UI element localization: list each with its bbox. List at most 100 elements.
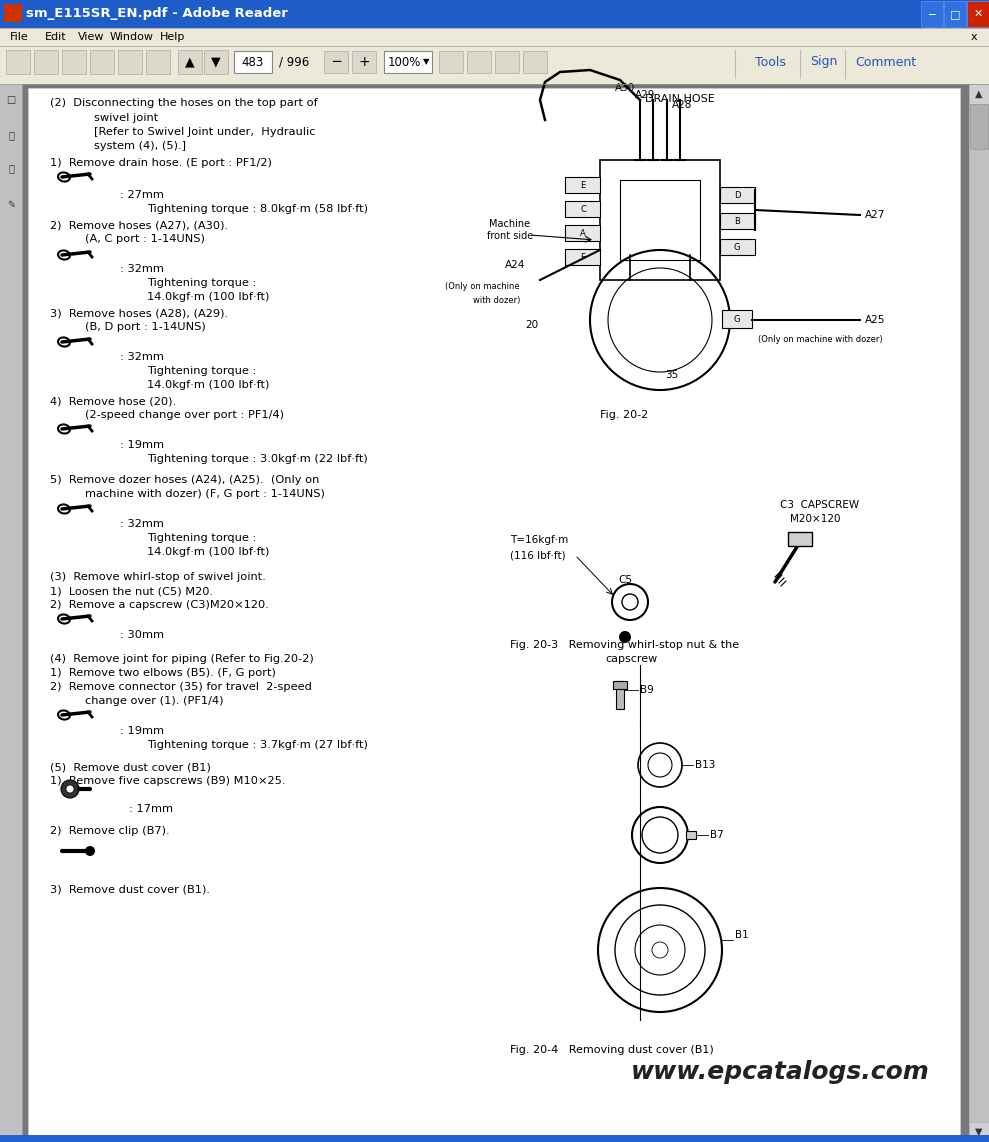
Text: 1)  Remove two elbows (B5). (F, G port): 1) Remove two elbows (B5). (F, G port) [50,668,276,678]
Text: / 996: / 996 [279,56,310,69]
Bar [970,104,988,148]
Text: A24: A24 [504,260,525,270]
Text: □: □ [6,95,16,105]
Bar [921,1,943,27]
Text: ▲: ▲ [185,56,195,69]
Text: www.epcatalogs.com: www.epcatalogs.com [631,1060,930,1084]
Bar [146,50,170,74]
Text: 20: 20 [525,320,538,330]
Text: T=16kgf·m: T=16kgf·m [510,534,569,545]
Bar [118,50,142,74]
Bar [616,681,624,709]
Text: 1)  Loosen the nut (C5) M20.: 1) Loosen the nut (C5) M20. [50,586,213,596]
Bar [6,50,30,74]
Bar [0,0,989,29]
Text: Tightening torque : 8.0kgf·m (58 lbf·ft): Tightening torque : 8.0kgf·m (58 lbf·ft) [146,204,368,214]
Bar [788,532,812,546]
Text: 14.0kgf·m (100 lbf·ft): 14.0kgf·m (100 lbf·ft) [146,380,269,391]
Bar [0,29,989,46]
Bar [565,249,600,265]
Text: C3  CAPSCREW: C3 CAPSCREW [780,500,859,510]
Text: : 19mm: : 19mm [121,440,164,450]
Text: □: □ [949,9,960,19]
Text: A29: A29 [635,90,655,100]
Text: (2)  Disconnecting the hoses on the top part of: (2) Disconnecting the hoses on the top p… [50,98,317,108]
Text: 2)  Remove connector (35) for travel  2-speed: 2) Remove connector (35) for travel 2-sp… [50,682,312,692]
Bar [90,50,114,74]
Text: F: F [581,252,585,262]
Text: 100%: 100% [388,56,420,69]
Bar [34,50,58,74]
Text: A27: A27 [865,210,885,220]
Text: ▼: ▼ [975,1127,983,1137]
Text: B9: B9 [640,685,654,695]
Text: Tightening torque :: Tightening torque : [146,278,256,288]
Bar [969,85,989,104]
Text: (116 lbf·ft): (116 lbf·ft) [510,550,566,560]
Text: B: B [734,217,740,225]
Text: C5: C5 [618,576,632,585]
Text: Fig. 20-3   Removing whirl-stop nut & the: Fig. 20-3 Removing whirl-stop nut & the [510,640,739,650]
Text: Comment: Comment [855,56,916,69]
Text: ▼: ▼ [212,56,221,69]
Text: A: A [581,228,585,238]
Text: C: C [581,204,585,214]
Bar [720,239,755,255]
Text: Fig. 20-2: Fig. 20-2 [600,410,648,420]
Bar [0,46,989,85]
Text: G: G [734,242,740,251]
Circle shape [85,846,95,856]
Text: (A, C port : 1-14UNS): (A, C port : 1-14UNS) [85,234,205,244]
Text: 🔖: 🔖 [8,130,14,140]
Text: Machine
front side: Machine front side [487,219,533,241]
Text: 📎: 📎 [8,163,14,172]
Bar [565,201,600,217]
Text: DRAIN HOSE: DRAIN HOSE [645,94,715,104]
Text: ─: ─ [332,55,340,69]
Circle shape [61,780,79,798]
Bar [0,1135,989,1142]
Text: View: View [78,32,105,42]
Text: B7: B7 [710,830,724,841]
Text: x: x [970,32,977,42]
Text: : 32mm: : 32mm [121,352,164,362]
Text: Sign: Sign [810,56,838,69]
Text: ▲: ▲ [975,89,983,99]
Text: : 17mm: : 17mm [130,804,173,814]
Text: 14.0kgf·m (100 lbf·ft): 14.0kgf·m (100 lbf·ft) [146,292,269,301]
Bar [720,187,755,203]
Bar [969,85,989,1142]
Text: 14.0kgf·m (100 lbf·ft): 14.0kgf·m (100 lbf·ft) [146,547,269,557]
Bar [720,214,755,230]
Text: Window: Window [110,32,154,42]
Text: 3)  Remove hoses (A28), (A29).: 3) Remove hoses (A28), (A29). [50,308,228,317]
Text: A25: A25 [865,315,885,325]
Text: E: E [581,180,585,190]
Text: Tightening torque :: Tightening torque : [146,533,256,542]
Bar [234,51,272,73]
Text: M20×120: M20×120 [790,514,841,524]
Text: G: G [734,314,740,323]
Bar [384,51,432,73]
Bar [178,50,202,74]
Text: 483: 483 [242,56,264,69]
Text: (B, D port : 1-14UNS): (B, D port : 1-14UNS) [85,322,206,332]
Text: 1)  Remove five capscrews (B9) M10×25.: 1) Remove five capscrews (B9) M10×25. [50,777,286,786]
Bar [600,160,720,280]
Text: : 32mm: : 32mm [121,518,164,529]
Bar [467,51,491,73]
Text: +: + [358,55,370,69]
Text: B13: B13 [695,759,715,770]
Text: with dozer): with dozer) [473,296,520,305]
Bar [944,1,966,27]
Text: 2)  Remove hoses (A27), (A30).: 2) Remove hoses (A27), (A30). [50,220,228,230]
Text: 35: 35 [665,370,678,380]
Text: ─: ─ [929,9,936,19]
Bar [722,309,752,328]
Text: ✕: ✕ [973,9,983,19]
Bar [565,177,600,193]
Text: (3)  Remove whirl-stop of swivel joint.: (3) Remove whirl-stop of swivel joint. [50,572,266,582]
Text: Help: Help [160,32,185,42]
Text: machine with dozer) (F, G port : 1-14UNS): machine with dozer) (F, G port : 1-14UNS… [85,489,325,499]
Bar [62,50,86,74]
